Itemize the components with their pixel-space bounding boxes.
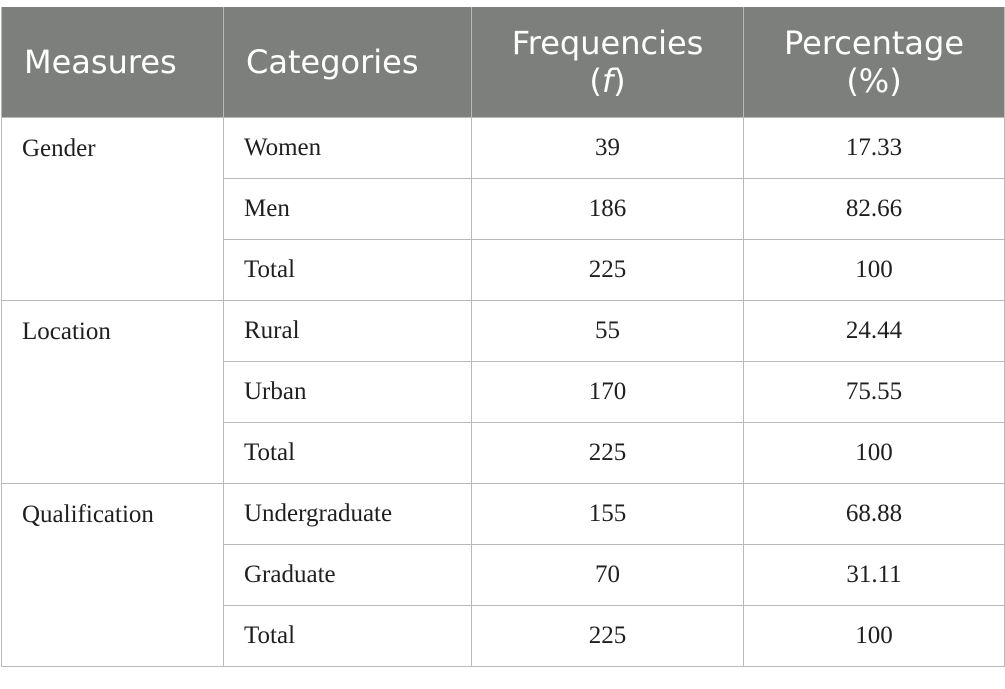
percentage-cell: 100 xyxy=(743,239,1005,301)
category-cell: Rural xyxy=(223,300,472,362)
measure-cell-location: Location xyxy=(1,300,224,484)
frequency-cell: 225 xyxy=(471,422,744,484)
table-row: Qualification Undergraduate 155 68.88 xyxy=(1,483,1005,667)
category-cell: Graduate xyxy=(223,544,472,606)
percentage-cell: 31.11 xyxy=(743,544,1005,606)
frequency-cell: 170 xyxy=(471,361,744,423)
table-row: Total 225 100 xyxy=(2,422,1005,484)
frequency-cell: 225 xyxy=(471,605,744,667)
header-percentage: Percentage (%) xyxy=(743,7,1005,118)
frequency-cell: 155 xyxy=(471,483,744,545)
measure-cell-gender: Gender xyxy=(1,117,224,301)
demographics-table: Measures Categories Frequencies (f) Perc… xyxy=(1,7,1005,667)
header-frequencies-open-paren: ( xyxy=(589,62,602,100)
percentage-cell: 82.66 xyxy=(743,178,1005,240)
category-cell: Total xyxy=(223,239,472,301)
category-cell: Urban xyxy=(223,361,472,423)
frequency-cell: 55 xyxy=(471,300,744,362)
table-row: Men 186 82.66 xyxy=(2,178,1005,240)
header-categories: Categories xyxy=(223,7,472,118)
frequency-cell: 39 xyxy=(471,117,744,179)
category-cell: Men xyxy=(223,178,472,240)
measure-cell-qualification: Qualification xyxy=(1,483,224,667)
percentage-cell: 24.44 xyxy=(743,300,1005,362)
frequency-cell: 70 xyxy=(471,544,744,606)
table-body: Gender Women 39 17.33 Men 186 82.66 Tota… xyxy=(1,117,1005,667)
percentage-cell: 68.88 xyxy=(743,483,1005,545)
table-header: Measures Categories Frequencies (f) Perc… xyxy=(1,7,1005,118)
category-cell: Total xyxy=(223,422,472,484)
category-cell: Women xyxy=(223,117,472,179)
category-cell: Undergraduate xyxy=(223,483,472,545)
percentage-cell: 75.55 xyxy=(743,361,1005,423)
category-cell: Total xyxy=(223,605,472,667)
frequency-cell: 186 xyxy=(471,178,744,240)
percentage-cell: 100 xyxy=(743,605,1005,667)
percentage-cell: 17.33 xyxy=(743,117,1005,179)
percentage-cell: 100 xyxy=(743,422,1005,484)
header-percentage-line2: (%) xyxy=(846,62,902,100)
header-frequencies-close-paren: ) xyxy=(613,62,626,100)
header-percentage-line1: Percentage xyxy=(783,24,964,62)
table-row: Graduate 70 31.11 xyxy=(2,544,1005,606)
demographics-table-container: Measures Categories Frequencies (f) Perc… xyxy=(0,7,1005,667)
header-measures: Measures xyxy=(1,7,224,118)
header-frequencies: Frequencies (f) xyxy=(471,7,744,118)
header-row: Measures Categories Frequencies (f) Perc… xyxy=(1,7,1005,118)
frequency-cell: 225 xyxy=(471,239,744,301)
table-row: Gender Women 39 17.33 xyxy=(1,117,1005,301)
table-row: Total 225 100 xyxy=(2,605,1005,667)
table-row: Location Rural 55 24.44 xyxy=(1,300,1005,484)
header-frequencies-symbol: f xyxy=(601,62,614,100)
header-frequencies-line1: Frequencies xyxy=(511,24,704,62)
